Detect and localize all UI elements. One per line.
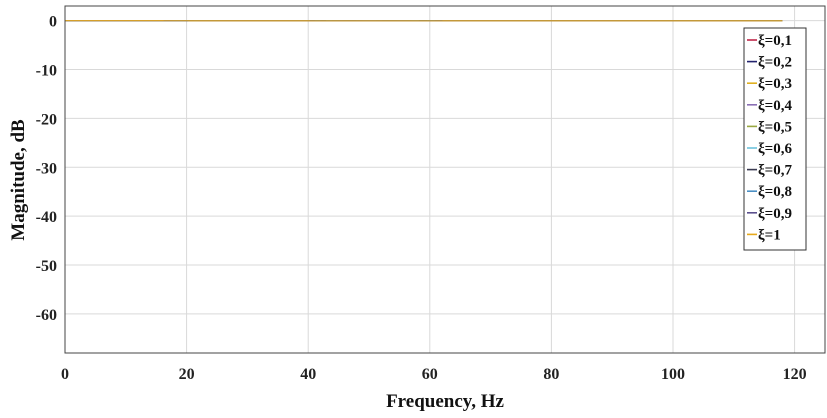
y-tick-label: -20 bbox=[36, 111, 57, 128]
y-tick-label: -40 bbox=[36, 209, 57, 226]
y-tick-label: 0 bbox=[49, 14, 57, 31]
y-tick-labels: 0 -10 -20 -30 -40 -50 -60 bbox=[36, 14, 57, 324]
x-tick-label: 120 bbox=[783, 366, 807, 383]
legend-entry: ξ=0,4 bbox=[758, 98, 792, 114]
x-tick-labels: 0 20 40 60 80 100 120 bbox=[61, 366, 807, 383]
y-tick-label: -30 bbox=[36, 160, 57, 177]
legend-entry: ξ=0,8 bbox=[758, 184, 792, 200]
legend-entry: ξ=0,5 bbox=[758, 119, 792, 135]
legend: ξ=0,1 ξ=0,2 ξ=0,3 ξ=0,4 ξ=0,5 ξ=0,6 ξ=0,7 ξ=0,8… bbox=[743, 27, 807, 251]
x-tick-label: 100 bbox=[661, 366, 685, 383]
legend-entry: ξ=0,1 bbox=[758, 33, 792, 49]
y-tick-label: -60 bbox=[36, 307, 57, 324]
y-axis-label: Magnitude, dB bbox=[8, 119, 29, 241]
legend-entry: ξ=0,6 bbox=[758, 141, 792, 157]
legend-entry: ξ=0,7 bbox=[758, 163, 792, 179]
x-tick-label: 40 bbox=[300, 366, 316, 383]
grid-lines bbox=[64, 6, 825, 353]
y-tick-label: -10 bbox=[36, 63, 57, 80]
x-tick-label: 0 bbox=[61, 366, 69, 383]
plot-background bbox=[65, 6, 825, 353]
legend-entry: ξ=0,3 bbox=[758, 76, 792, 92]
legend-entry: ξ=0,2 bbox=[758, 55, 792, 71]
plot-frame bbox=[64, 5, 826, 354]
y-tick-label: -50 bbox=[36, 258, 57, 275]
x-axis-label: Frequency, Hz bbox=[386, 391, 504, 412]
x-tick-label: 80 bbox=[543, 366, 559, 383]
legend-entry: ξ=0,9 bbox=[758, 206, 792, 222]
legend-entry: ξ=1 bbox=[758, 227, 781, 243]
x-tick-label: 20 bbox=[179, 366, 195, 383]
x-tick-label: 60 bbox=[422, 366, 438, 383]
